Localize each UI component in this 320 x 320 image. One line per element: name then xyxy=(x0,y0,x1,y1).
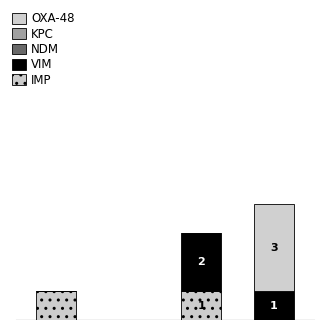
Text: 3: 3 xyxy=(270,243,277,252)
Bar xyxy=(254,291,294,320)
Text: 1: 1 xyxy=(270,300,277,310)
Legend: OXA-48, KPC, NDM, VIM, IMP: OXA-48, KPC, NDM, VIM, IMP xyxy=(12,12,75,87)
Bar xyxy=(181,291,221,320)
Text: 2: 2 xyxy=(197,257,205,267)
Text: 1: 1 xyxy=(197,300,205,310)
Bar xyxy=(181,233,221,291)
Bar xyxy=(254,204,294,291)
Bar xyxy=(36,291,76,320)
